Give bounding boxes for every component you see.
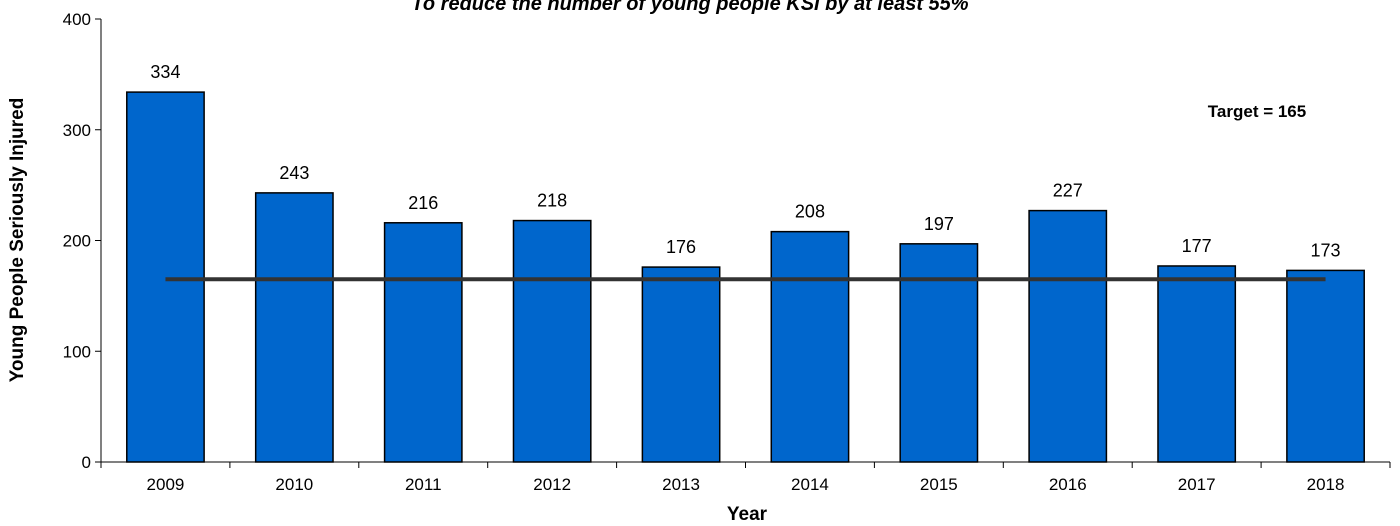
x-tick-label-2011: 2011 bbox=[405, 475, 442, 494]
x-tick-label-2013: 2013 bbox=[662, 475, 700, 494]
data-label-2010: 243 bbox=[279, 163, 309, 183]
y-tick-label: 200 bbox=[63, 232, 91, 251]
bar-2011 bbox=[383, 222, 463, 463]
target-annotation: Target = 165 bbox=[1208, 102, 1306, 121]
x-tick-label-2010: 2010 bbox=[275, 475, 313, 494]
bar-2009 bbox=[126, 91, 205, 463]
bar-2014 bbox=[770, 230, 850, 463]
bar-2013 bbox=[641, 266, 721, 463]
y-tick-label: 0 bbox=[82, 453, 91, 472]
x-tick-label-2018: 2018 bbox=[1307, 475, 1345, 494]
bar-2017 bbox=[1157, 265, 1237, 463]
bar-2012 bbox=[512, 219, 592, 463]
y-tick-label: 400 bbox=[63, 10, 91, 29]
data-label-2011: 216 bbox=[408, 193, 438, 213]
x-tick-label-2016: 2016 bbox=[1049, 475, 1087, 494]
x-tick-label-2012: 2012 bbox=[533, 475, 571, 494]
data-label-2013: 176 bbox=[666, 237, 696, 257]
x-tick-label-2017: 2017 bbox=[1178, 475, 1216, 494]
y-tick-label: 300 bbox=[63, 121, 91, 140]
data-label-2014: 208 bbox=[795, 202, 825, 222]
bar-2010 bbox=[254, 192, 334, 463]
plot-area: 0 100 200 300 400 334 2009 243 2010 216 2011 218 201… bbox=[63, 10, 1391, 494]
data-label-2018: 173 bbox=[1311, 240, 1341, 260]
x-axis-title: Year bbox=[727, 504, 768, 525]
chart-title: To reduce the number of young people KSI… bbox=[411, 0, 968, 15]
x-tick-label-2009: 2009 bbox=[147, 475, 185, 494]
bar-2016 bbox=[1028, 209, 1108, 463]
data-label-2012: 218 bbox=[537, 191, 567, 211]
x-tick-label-2015: 2015 bbox=[920, 475, 958, 494]
y-axis-title: Young People Seriously Injured bbox=[7, 98, 28, 383]
data-label-2015: 197 bbox=[924, 214, 954, 234]
x-tick-label-2014: 2014 bbox=[791, 475, 829, 494]
data-label-2016: 227 bbox=[1053, 181, 1083, 201]
data-label-2017: 177 bbox=[1182, 236, 1212, 256]
data-label-2009: 334 bbox=[150, 62, 180, 82]
bar-2018 bbox=[1286, 269, 1365, 463]
y-tick-label: 100 bbox=[63, 342, 91, 361]
bar-2015 bbox=[899, 243, 979, 463]
